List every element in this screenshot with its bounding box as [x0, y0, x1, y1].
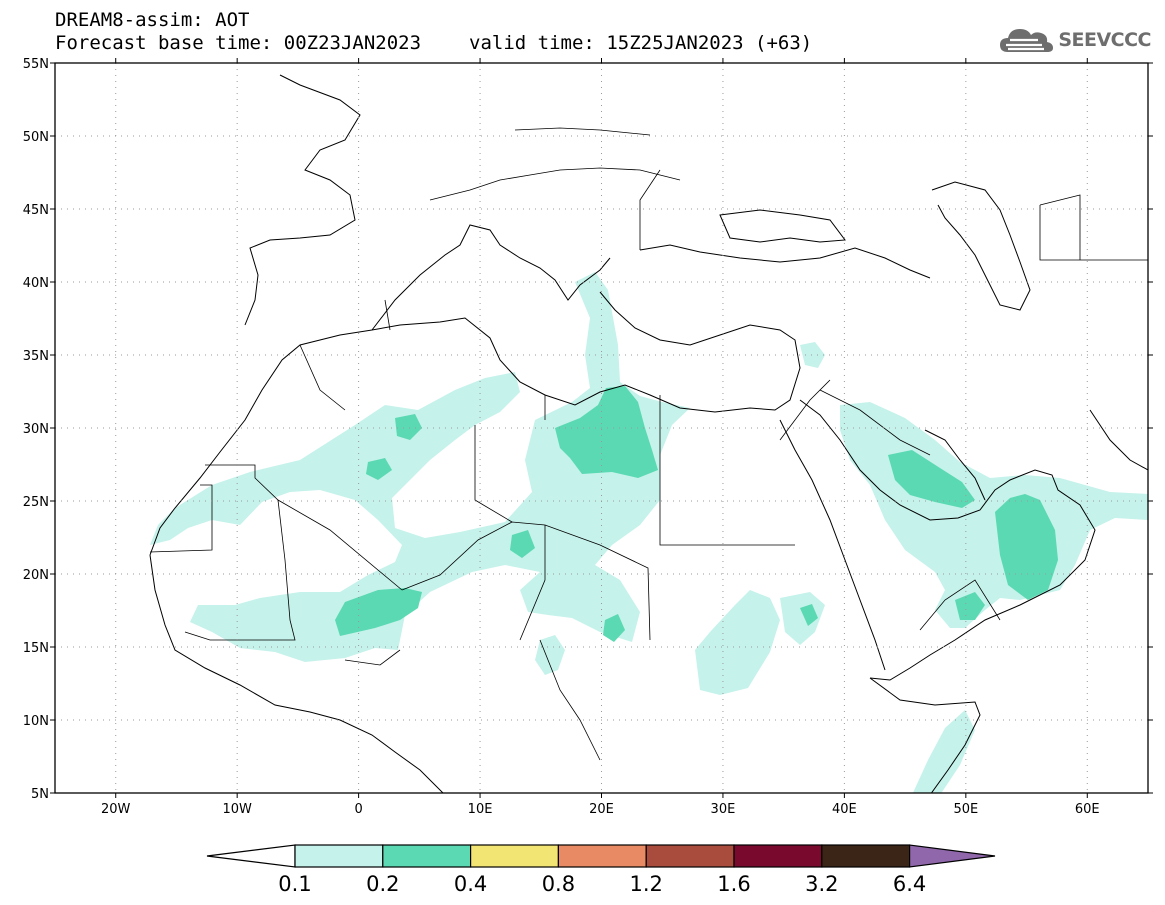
- lat-label: 10N: [23, 714, 49, 729]
- colorbar-segment: [557, 844, 647, 868]
- lon-label: 10E: [468, 802, 493, 817]
- lon-label: 40E: [832, 802, 857, 817]
- country-borders: [149, 127, 1148, 761]
- lon-label: 20W: [101, 802, 131, 817]
- lat-label: 15N: [23, 641, 49, 656]
- colorbar-label: 0.1: [278, 872, 311, 896]
- tick-marks: [50, 58, 1153, 798]
- colorbar-label: 0.2: [366, 872, 399, 896]
- time-info: Forecast base time: 00Z23JAN2023 valid ti…: [55, 33, 812, 54]
- colorbar-segment: [294, 844, 384, 868]
- lat-label: 20N: [23, 568, 49, 583]
- colorbar-label: 0.8: [542, 872, 575, 896]
- lon-label: 0: [354, 802, 362, 817]
- lat-label: 45N: [23, 203, 49, 218]
- colorbar-under-arrow: [206, 844, 296, 868]
- valid-time: valid time: 15Z25JAN2023 (+63): [469, 32, 813, 54]
- colorbar-segment: [382, 844, 472, 868]
- lat-label: 35N: [23, 349, 49, 364]
- colorbar-label: 1.2: [629, 872, 662, 896]
- colorbar-segment: [821, 844, 911, 868]
- colorbar-over-arrow: [908, 844, 996, 868]
- lat-label: 5N: [31, 787, 49, 802]
- map-title: DREAM8-assim: AOT: [55, 9, 250, 31]
- colorbar-segment: [470, 844, 560, 868]
- lon-label: 10W: [222, 802, 252, 817]
- lon-label: 20E: [589, 802, 614, 817]
- coastlines: [149, 74, 1148, 793]
- lat-label: 55N: [23, 57, 49, 72]
- aot-medium-areas: [335, 386, 1058, 642]
- colorbar-label: 0.4: [454, 872, 487, 896]
- colorbar: 0.1 0.2 0.4 0.8 1.2 1.6 3.2 6.4: [206, 844, 996, 896]
- lat-label: 50N: [23, 130, 49, 145]
- lon-label: 30E: [711, 802, 736, 817]
- logo-text: SEEVCCC: [1058, 29, 1151, 51]
- colorbar-label: 3.2: [805, 872, 838, 896]
- lat-label: 25N: [23, 495, 49, 510]
- lon-label: 60E: [1075, 802, 1100, 817]
- grid: [55, 63, 1148, 793]
- colorbar-segment: [645, 844, 735, 868]
- lon-axis: 20W 10W 0 10E 20E 30E 40E 50E 60E: [101, 802, 1100, 817]
- colorbar-label: 1.6: [717, 872, 750, 896]
- lat-axis: 5N 10N 15N 20N 25N 30N 35N 40N 45N 50N 55N: [23, 57, 49, 802]
- lon-label: 50E: [953, 802, 978, 817]
- lat-label: 30N: [23, 422, 49, 437]
- colorbar-label: 6.4: [893, 872, 926, 896]
- seevccc-logo: SEEVCCC: [998, 23, 1151, 57]
- base-time: Forecast base time: 00Z23JAN2023: [55, 32, 422, 54]
- cloud-icon: [1000, 29, 1054, 52]
- lat-label: 40N: [23, 276, 49, 291]
- colorbar-segment: [733, 844, 823, 868]
